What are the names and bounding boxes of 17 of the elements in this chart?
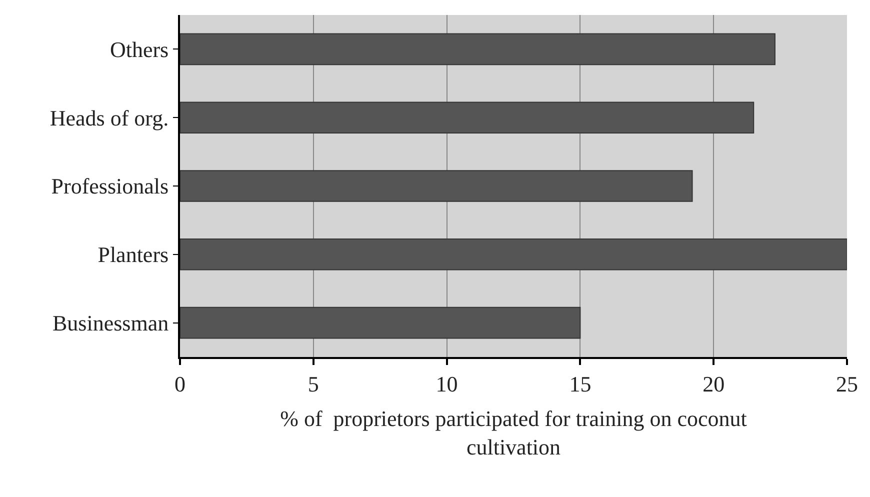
y-tick-label: Heads of org. (50, 105, 169, 130)
bar (180, 102, 754, 134)
x-axis-title: % of proprietors participated for training on coconut cultivation (280, 406, 747, 460)
y-tick-label: Professionals (51, 174, 169, 199)
x-tick-label: 15 (569, 371, 592, 396)
y-tick-label: Others (110, 36, 169, 62)
x-tick-label: 20 (702, 371, 725, 396)
y-tick-label: Businessman (52, 310, 169, 336)
bar (180, 306, 581, 339)
y-tick-label: Planters (98, 242, 169, 268)
bar (180, 170, 693, 202)
bar (180, 238, 847, 270)
bar (180, 33, 776, 66)
x-tick-label: 0 (174, 371, 186, 396)
x-tick-label: 25 (836, 371, 858, 396)
x-tick-label: 10 (436, 371, 458, 396)
x-tick-label: 5 (308, 371, 319, 396)
